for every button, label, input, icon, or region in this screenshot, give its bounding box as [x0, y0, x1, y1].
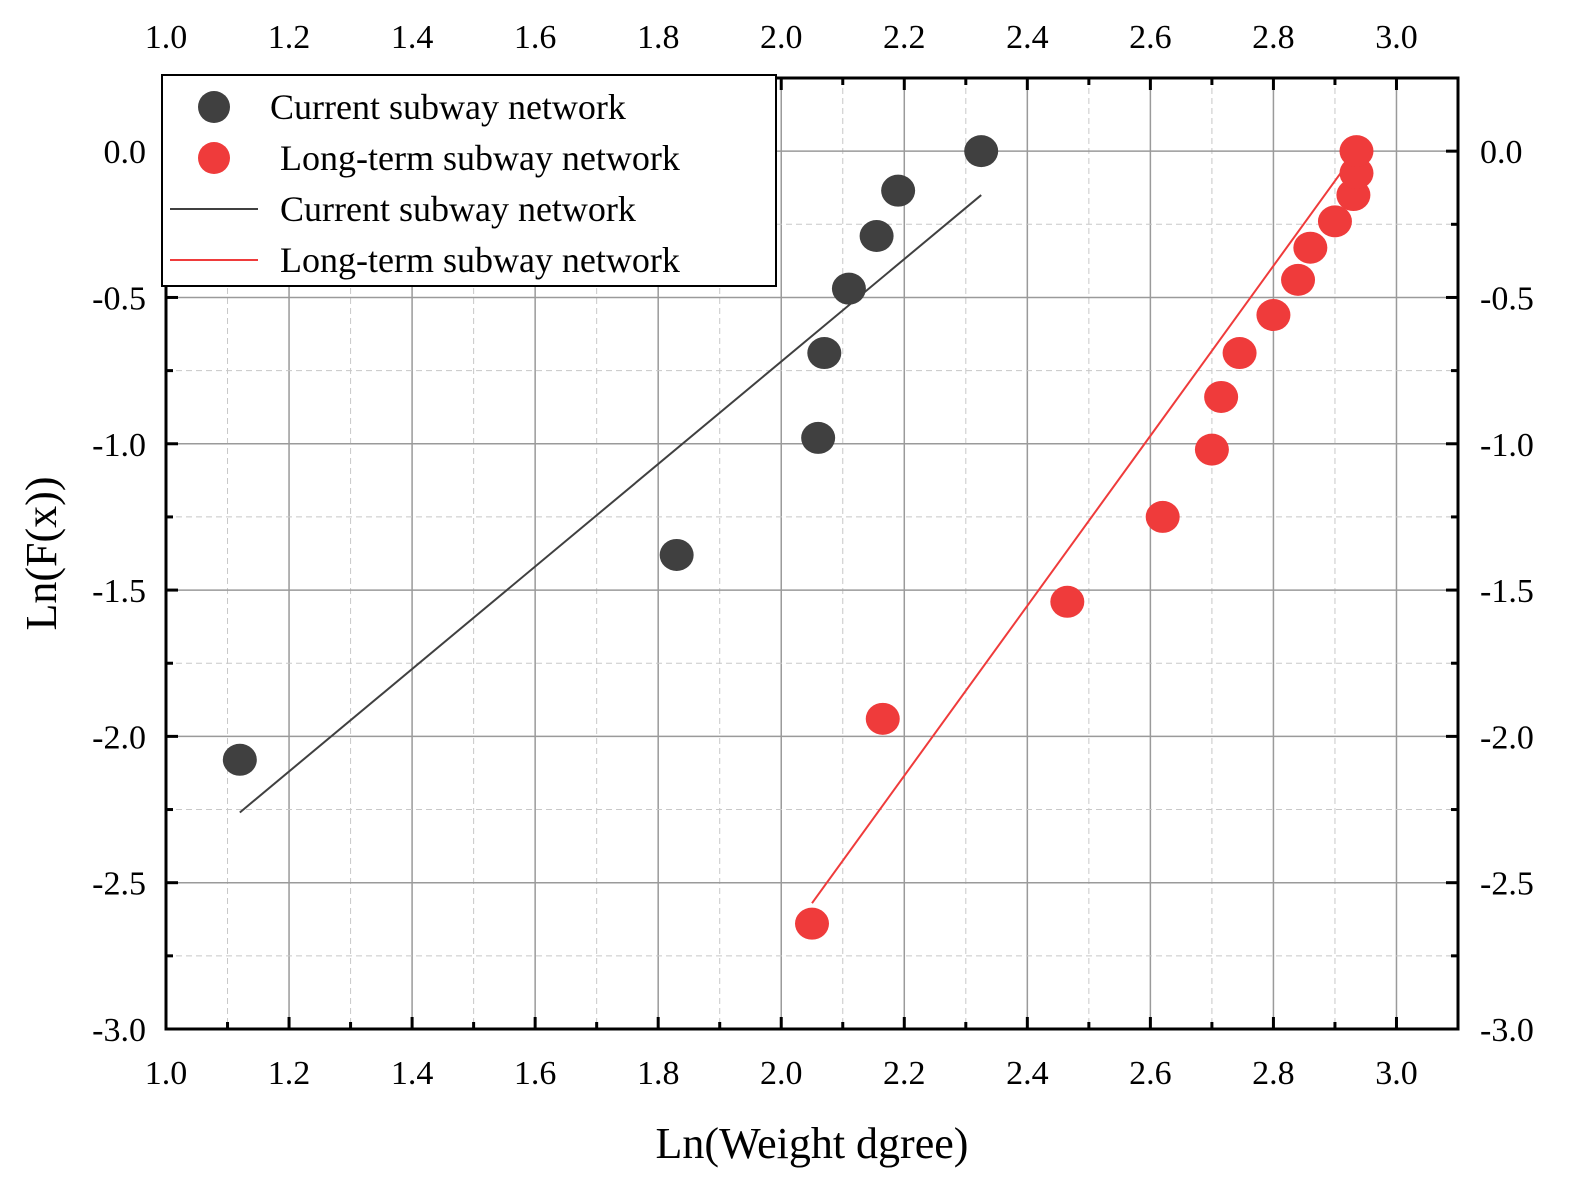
legend-label-current-points: Current subway network — [270, 87, 626, 127]
x-tick-label-top: 2.2 — [883, 19, 926, 56]
long-term-data-point — [1339, 157, 1374, 190]
x-tick-label-top: 2.0 — [760, 19, 803, 56]
long-term-data-point — [1145, 500, 1180, 533]
legend-box — [161, 74, 777, 287]
y-tick-label-left: -2.5 — [92, 866, 146, 903]
x-tick-label-top: 2.4 — [1006, 19, 1049, 56]
x-tick-label-top: 1.8 — [637, 19, 680, 56]
data-points — [222, 135, 1374, 940]
long-term-fit-line — [811, 150, 1358, 904]
current-data-point — [659, 538, 694, 571]
y-tick-label-left: -1.5 — [92, 573, 146, 610]
current-data-point — [801, 421, 836, 454]
y-tick-label-left: -3.0 — [92, 1012, 146, 1049]
tick-labels: 1.0 1.0 1.2 1.2 1.4 1.4 1.6 1.6 1.8 1.8 2.0 2.0 2.2 2… — [92, 19, 1534, 1092]
x-tick-label-bottom: 1.0 — [145, 1055, 188, 1092]
long-term-data-point — [1281, 263, 1316, 296]
plot-frame — [164, 76, 1460, 1031]
x-tick-label-bottom: 2.4 — [1006, 1055, 1049, 1092]
long-term-data-point — [1317, 205, 1352, 238]
y-tick-label-left: -1.0 — [92, 427, 146, 464]
current-data-point — [859, 220, 894, 253]
long-term-data-point — [865, 702, 900, 735]
x-tick-label-top: 1.4 — [391, 19, 434, 56]
legend: Current subway network Long-term subway … — [161, 74, 777, 287]
x-tick-label-bottom: 2.8 — [1252, 1055, 1295, 1092]
y-tick-label-right: -2.5 — [1480, 866, 1534, 903]
y-tick-label-right: 0.0 — [1480, 134, 1523, 171]
legend-label-long-term-points: Long-term subway network — [280, 138, 680, 178]
legend-label-current-fit: Current subway network — [280, 189, 636, 229]
x-tick-label-top: 1.6 — [514, 19, 557, 56]
x-tick-label-top: 2.6 — [1129, 19, 1172, 56]
x-tick-label-bottom: 2.0 — [760, 1055, 803, 1092]
x-tick-label-bottom: 3.0 — [1375, 1055, 1418, 1092]
current-data-point — [831, 272, 866, 305]
x-tick-label-top: 2.8 — [1252, 19, 1295, 56]
x-tick-label-bottom: 1.6 — [514, 1055, 557, 1092]
current-data-point — [964, 135, 999, 168]
y-tick-label-right: -3.0 — [1480, 1012, 1534, 1049]
long-term-data-point — [795, 907, 829, 940]
legend-marker-current — [198, 91, 230, 123]
x-tick-label-bottom: 2.2 — [883, 1055, 926, 1092]
y-tick-label-right: -0.5 — [1480, 280, 1534, 317]
y-tick-label-right: -1.0 — [1480, 427, 1534, 464]
y-tick-label-left: -0.5 — [92, 280, 146, 317]
x-tick-label-top: 1.2 — [268, 19, 311, 56]
long-term-data-point — [1194, 433, 1229, 466]
y-tick-label-left: 0.0 — [104, 134, 147, 171]
current-data-point — [807, 337, 842, 370]
long-term-data-point — [1339, 135, 1374, 168]
x-axis-title: Ln(Weight dgree) — [656, 1119, 969, 1168]
x-tick-label-top: 3.0 — [1375, 19, 1418, 56]
long-term-data-point — [1293, 231, 1328, 264]
y-tick-label-right: -1.5 — [1480, 573, 1534, 610]
current-data-point — [881, 174, 916, 207]
legend-marker-long-term — [198, 142, 230, 174]
y-axis-title: Ln(F(x)) — [17, 477, 66, 631]
x-tick-label-bottom: 2.6 — [1129, 1055, 1172, 1092]
long-term-data-point — [1222, 337, 1257, 370]
long-term-data-point — [1204, 380, 1239, 413]
long-term-data-point — [1050, 585, 1085, 618]
long-term-data-point — [1256, 299, 1291, 332]
x-tick-label-bottom: 1.2 — [268, 1055, 311, 1092]
x-tick-label-bottom: 1.8 — [637, 1055, 680, 1092]
x-tick-label-top: 1.0 — [145, 19, 188, 56]
x-tick-label-bottom: 1.4 — [391, 1055, 434, 1092]
legend-label-long-term-fit: Long-term subway network — [280, 240, 680, 280]
y-tick-label-right: -2.0 — [1480, 719, 1534, 756]
current-data-point — [222, 743, 257, 776]
y-tick-label-left: -2.0 — [92, 719, 146, 756]
